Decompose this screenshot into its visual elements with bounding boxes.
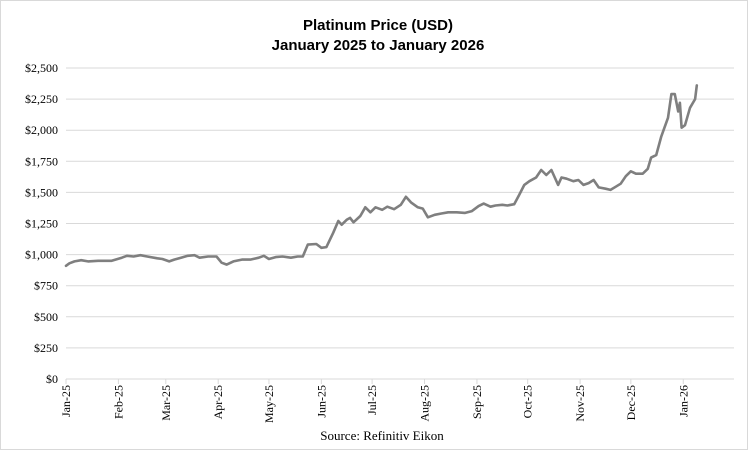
y-tick-label: $1,750 <box>25 154 58 168</box>
chart-subtitle: January 2025 to January 2026 <box>272 37 485 54</box>
y-tick-label: $2,500 <box>25 61 58 75</box>
x-tick-label: Nov-25 <box>573 385 587 422</box>
chart-title: Platinum Price (USD) <box>303 17 453 34</box>
y-tick-label: $2,000 <box>25 123 58 137</box>
x-tick-label: Dec-25 <box>624 385 638 420</box>
y-axis-labels: $0 $250 $500 $750 $1,000 $1,250 $1,500 $1,750 $2… <box>25 61 58 386</box>
x-tick-label: Sep-25 <box>470 385 484 419</box>
x-tick-label: Apr-25 <box>211 385 225 419</box>
gridlines <box>66 67 734 349</box>
x-axis: Jan-25 Feb-25 Mar-25 Apr-25 May-25 Jun-25 Jul-… <box>59 378 734 423</box>
x-tick-label: Feb-25 <box>111 385 125 419</box>
x-tick-label: May-25 <box>262 385 276 423</box>
y-tick-label: $0 <box>46 372 58 386</box>
y-tick-label: $2,250 <box>25 92 58 106</box>
x-tick-label: Jun-25 <box>314 385 328 418</box>
series-layer <box>64 84 699 268</box>
y-tick-label: $1,000 <box>25 248 58 262</box>
x-tick-label: Jan-25 <box>59 385 73 417</box>
y-tick-label: $1,250 <box>25 217 58 231</box>
source-note: Source: Refinitiv Eikon <box>320 428 444 443</box>
x-tick-label: Jul-25 <box>365 385 379 415</box>
y-tick-label: $750 <box>34 279 58 293</box>
y-tick-label: $1,500 <box>25 185 58 199</box>
x-tick-label: Aug-25 <box>418 385 432 422</box>
y-tick-label: $250 <box>34 341 58 355</box>
x-tick-label: Jan-26 <box>676 385 690 417</box>
x-tick-label: Mar-25 <box>159 385 173 421</box>
y-tick-label: $500 <box>34 310 58 324</box>
x-tick-label: Oct-25 <box>521 385 535 418</box>
price-series-line <box>64 84 699 268</box>
